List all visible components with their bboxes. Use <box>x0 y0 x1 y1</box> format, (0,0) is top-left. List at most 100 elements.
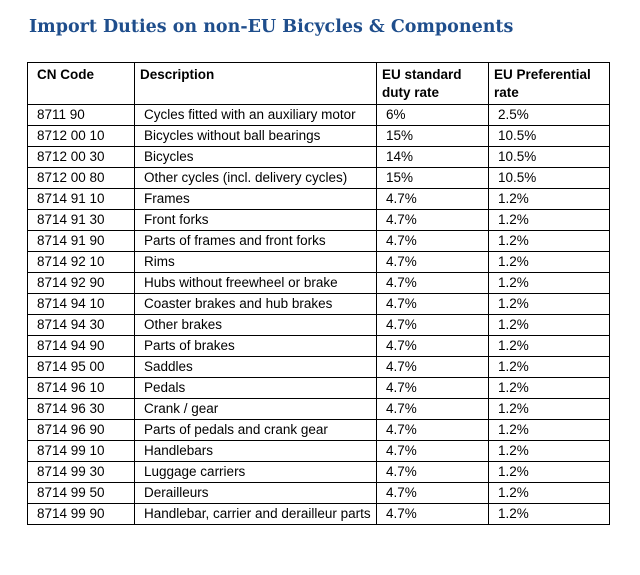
cell-eu-standard-rate: 6% <box>376 104 489 126</box>
cell-eu-preferential-rate: 1.2% <box>488 440 610 462</box>
cell-description: Derailleurs <box>134 482 377 504</box>
cell-cn-code: 8714 95 00 <box>27 356 135 378</box>
table-row: 8714 91 30 Front forks 4.7% 1.2% <box>27 209 610 231</box>
cell-cn-code: 8714 94 30 <box>27 314 135 336</box>
cell-eu-standard-rate: 4.7% <box>376 440 489 462</box>
table-row: 8714 94 10 Coaster brakes and hub brakes 4… <box>27 293 610 315</box>
cell-eu-standard-rate: 4.7% <box>376 251 489 273</box>
cell-description: Saddles <box>134 356 377 378</box>
cell-cn-code: 8714 94 90 <box>27 335 135 357</box>
cell-cn-code: 8714 94 10 <box>27 293 135 315</box>
table-row: 8714 96 90 Parts of pedals and crank gear… <box>27 419 610 441</box>
table-row: 8714 91 90 Parts of frames and front fork… <box>27 230 610 252</box>
header-description: Description <box>134 62 377 105</box>
cell-eu-standard-rate: 4.7% <box>376 503 489 525</box>
cell-description: Other brakes <box>134 314 377 336</box>
cell-eu-standard-rate: 4.7% <box>376 293 489 315</box>
table-row: 8714 99 90 Handlebar, carrier and deraill… <box>27 503 610 525</box>
table-row: 8714 95 00 Saddles 4.7% 1.2% <box>27 356 610 378</box>
cell-eu-preferential-rate: 1.2% <box>488 461 610 483</box>
cell-eu-standard-rate: 4.7% <box>376 335 489 357</box>
cell-eu-standard-rate: 4.7% <box>376 314 489 336</box>
cell-cn-code: 8712 00 10 <box>27 125 135 147</box>
table-row: 8712 00 10 Bicycles without ball bearings… <box>27 125 610 147</box>
cell-eu-preferential-rate: 1.2% <box>488 503 610 525</box>
cell-description: Frames <box>134 188 377 210</box>
cell-eu-preferential-rate: 1.2% <box>488 335 610 357</box>
cell-eu-standard-rate: 15% <box>376 125 489 147</box>
header-eu-preferential-rate: EU Preferential rate <box>488 62 610 105</box>
cell-description: Hubs without freewheel or brake <box>134 272 377 294</box>
cell-eu-preferential-rate: 1.2% <box>488 398 610 420</box>
table-row: 8711 90 Cycles fitted with an auxiliary m… <box>27 104 610 126</box>
table-header-row: CN Code Description EU standard duty rat… <box>27 62 610 105</box>
cell-eu-preferential-rate: 1.2% <box>488 188 610 210</box>
table-row: 8714 96 10 Pedals 4.7% 1.2% <box>27 377 610 399</box>
cell-eu-preferential-rate: 1.2% <box>488 314 610 336</box>
cell-eu-preferential-rate: 1.2% <box>488 482 610 504</box>
cell-description: Parts of pedals and crank gear <box>134 419 377 441</box>
cell-description: Parts of frames and front forks <box>134 230 377 252</box>
cell-eu-standard-rate: 4.7% <box>376 461 489 483</box>
cell-eu-preferential-rate: 1.2% <box>488 293 610 315</box>
header-eu-standard-rate: EU standard duty rate <box>376 62 489 105</box>
cell-eu-standard-rate: 4.7% <box>376 272 489 294</box>
table-row: 8714 99 50 Derailleurs 4.7% 1.2% <box>27 482 610 504</box>
cell-eu-preferential-rate: 1.2% <box>488 251 610 273</box>
cell-description: Handlebar, carrier and derailleur parts <box>134 503 377 525</box>
cell-eu-preferential-rate: 1.2% <box>488 209 610 231</box>
cell-cn-code: 8714 91 10 <box>27 188 135 210</box>
cell-eu-standard-rate: 4.7% <box>376 188 489 210</box>
cell-eu-preferential-rate: 1.2% <box>488 272 610 294</box>
cell-cn-code: 8714 91 30 <box>27 209 135 231</box>
cell-eu-preferential-rate: 2.5% <box>488 104 610 126</box>
table-row: 8714 91 10 Frames 4.7% 1.2% <box>27 188 610 210</box>
cell-eu-standard-rate: 4.7% <box>376 419 489 441</box>
cell-description: Other cycles (incl. delivery cycles) <box>134 167 377 189</box>
cell-cn-code: 8714 99 10 <box>27 440 135 462</box>
cell-cn-code: 8714 92 90 <box>27 272 135 294</box>
table-row: 8714 99 30 Luggage carriers 4.7% 1.2% <box>27 461 610 483</box>
cell-cn-code: 8714 96 10 <box>27 377 135 399</box>
cell-eu-standard-rate: 4.7% <box>376 482 489 504</box>
cell-eu-standard-rate: 4.7% <box>376 356 489 378</box>
cell-eu-standard-rate: 15% <box>376 167 489 189</box>
cell-description: Bicycles without ball bearings <box>134 125 377 147</box>
cell-eu-standard-rate: 4.7% <box>376 398 489 420</box>
table-row: 8714 92 90 Hubs without freewheel or brak… <box>27 272 610 294</box>
cell-cn-code: 8714 96 90 <box>27 419 135 441</box>
cell-eu-preferential-rate: 1.2% <box>488 356 610 378</box>
cell-eu-preferential-rate: 10.5% <box>488 125 610 147</box>
cell-cn-code: 8714 91 90 <box>27 230 135 252</box>
table-row: 8714 92 10 Rims 4.7% 1.2% <box>27 251 610 273</box>
cell-eu-standard-rate: 4.7% <box>376 209 489 231</box>
cell-description: Parts of brakes <box>134 335 377 357</box>
cell-description: Coaster brakes and hub brakes <box>134 293 377 315</box>
cell-eu-standard-rate: 14% <box>376 146 489 168</box>
cell-eu-preferential-rate: 10.5% <box>488 167 610 189</box>
cell-description: Crank / gear <box>134 398 377 420</box>
cell-eu-standard-rate: 4.7% <box>376 377 489 399</box>
cell-description: Handlebars <box>134 440 377 462</box>
cell-description: Front forks <box>134 209 377 231</box>
import-duties-table: CN Code Description EU standard duty rat… <box>27 62 610 525</box>
cell-eu-preferential-rate: 1.2% <box>488 377 610 399</box>
table-row: 8712 00 80 Other cycles (incl. delivery c… <box>27 167 610 189</box>
cell-cn-code: 8712 00 30 <box>27 146 135 168</box>
table-row: 8714 94 90 Parts of brakes 4.7% 1.2% <box>27 335 610 357</box>
table-row: 8714 96 30 Crank / gear 4.7% 1.2% <box>27 398 610 420</box>
cell-cn-code: 8714 96 30 <box>27 398 135 420</box>
cell-eu-standard-rate: 4.7% <box>376 230 489 252</box>
cell-cn-code: 8714 99 30 <box>27 461 135 483</box>
header-cn-code: CN Code <box>27 62 135 105</box>
cell-cn-code: 8711 90 <box>27 104 135 126</box>
cell-description: Cycles fitted with an auxiliary motor <box>134 104 377 126</box>
table-row: 8714 99 10 Handlebars 4.7% 1.2% <box>27 440 610 462</box>
cell-cn-code: 8714 99 50 <box>27 482 135 504</box>
cell-eu-preferential-rate: 1.2% <box>488 230 610 252</box>
cell-cn-code: 8714 99 90 <box>27 503 135 525</box>
cell-eu-preferential-rate: 1.2% <box>488 419 610 441</box>
cell-description: Bicycles <box>134 146 377 168</box>
cell-description: Pedals <box>134 377 377 399</box>
